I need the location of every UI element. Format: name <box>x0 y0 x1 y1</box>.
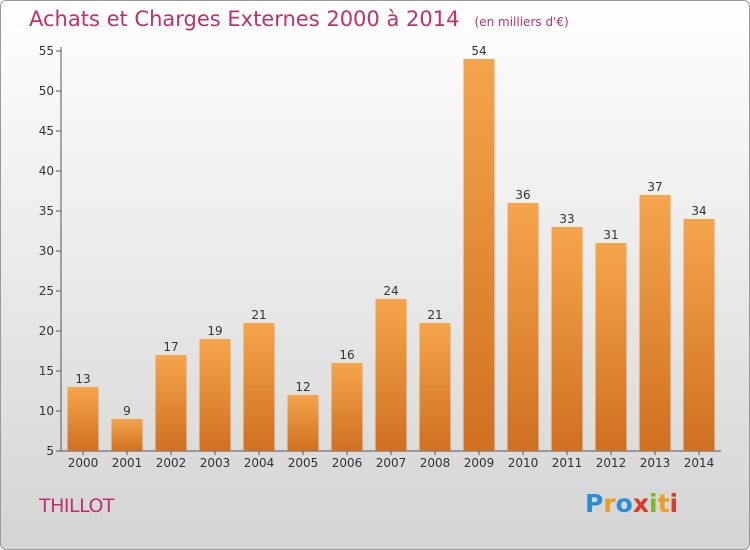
logo-letter: t <box>657 489 670 518</box>
x-tick-label: 2011 <box>552 456 583 470</box>
chart-title-block: Achats et Charges Externes 2000 à 2014 (… <box>29 7 569 31</box>
x-tick-label: 2006 <box>332 456 363 470</box>
bar-2009 <box>463 59 495 451</box>
place-name: THILLOT <box>39 495 115 517</box>
bar-value-label: 31 <box>603 228 618 242</box>
x-tick-label: 2013 <box>640 456 671 470</box>
x-tick-label: 2001 <box>112 456 143 470</box>
y-tick-label: 25 <box>39 284 54 298</box>
chart-axes: 5 10 15 20 25 30 35 40 45 50 55 2000 2001 2002 2003 200… <box>39 44 721 470</box>
x-tick-label: 2003 <box>200 456 231 470</box>
x-tick-label: 2002 <box>156 456 187 470</box>
bar-value-label: 21 <box>427 308 442 322</box>
logo-letter: o <box>615 489 633 518</box>
x-tick-label: 2005 <box>288 456 319 470</box>
bar-value-label: 34 <box>691 204 706 218</box>
y-tick-label: 50 <box>39 84 54 98</box>
bar-value-label: 54 <box>471 44 486 58</box>
logo-letter: i <box>649 489 658 518</box>
bar-2007 <box>375 299 407 451</box>
x-tick-label: 2009 <box>464 456 495 470</box>
x-tick-label: 2010 <box>508 456 539 470</box>
chart-title: Achats et Charges Externes 2000 à 2014 <box>29 7 460 31</box>
y-tick-label: 30 <box>39 244 54 258</box>
proxiti-logo: Proxiti <box>585 489 678 518</box>
bar-2013 <box>639 195 671 451</box>
y-tick-label: 40 <box>39 164 54 178</box>
y-tick-label: 20 <box>39 324 54 338</box>
bar-2005 <box>287 395 319 451</box>
y-tick-label: 45 <box>39 124 54 138</box>
bar-value-label: 37 <box>647 180 662 194</box>
logo-letter: r <box>603 489 616 518</box>
bar-value-label: 12 <box>295 380 310 394</box>
x-tick-label: 2014 <box>684 456 715 470</box>
bar-2002 <box>155 355 187 451</box>
y-tick-label: 35 <box>39 204 54 218</box>
chart-bars: 13 9 17 19 21 12 16 24 21 54 36 33 31 37 34 <box>67 44 715 451</box>
logo-letter: P <box>585 489 604 518</box>
bar-value-label: 33 <box>559 212 574 226</box>
y-tick-label: 10 <box>39 404 54 418</box>
bar-value-label: 13 <box>75 372 90 386</box>
logo-letter: x <box>632 489 649 518</box>
bar-2003 <box>199 339 231 451</box>
bar-2012 <box>595 243 627 451</box>
bar-2014 <box>683 219 715 451</box>
bar-value-label: 16 <box>339 348 354 362</box>
bar-value-label: 21 <box>251 308 266 322</box>
y-tick-label: 5 <box>46 444 54 458</box>
x-tick-label: 2004 <box>244 456 275 470</box>
bar-value-label: 9 <box>123 404 131 418</box>
x-tick-label: 2007 <box>376 456 407 470</box>
bar-value-label: 36 <box>515 188 530 202</box>
y-tick-label: 15 <box>39 364 54 378</box>
x-tick-label: 2000 <box>68 456 99 470</box>
bar-2004 <box>243 323 275 451</box>
chart-unit: (en milliers d'€) <box>474 15 569 29</box>
bar-value-label: 17 <box>163 340 178 354</box>
x-tick-label: 2008 <box>420 456 451 470</box>
y-tick-label: 55 <box>39 44 54 58</box>
bar-value-label: 24 <box>383 284 398 298</box>
bar-2010 <box>507 203 539 451</box>
bar-2011 <box>551 227 583 451</box>
logo-letter: i <box>669 489 679 518</box>
bar-2000 <box>67 387 99 451</box>
x-tick-label: 2012 <box>596 456 627 470</box>
bar-2006 <box>331 363 363 451</box>
bar-value-label: 19 <box>207 324 222 338</box>
bar-2001 <box>111 419 143 451</box>
bar-2008 <box>419 323 451 451</box>
